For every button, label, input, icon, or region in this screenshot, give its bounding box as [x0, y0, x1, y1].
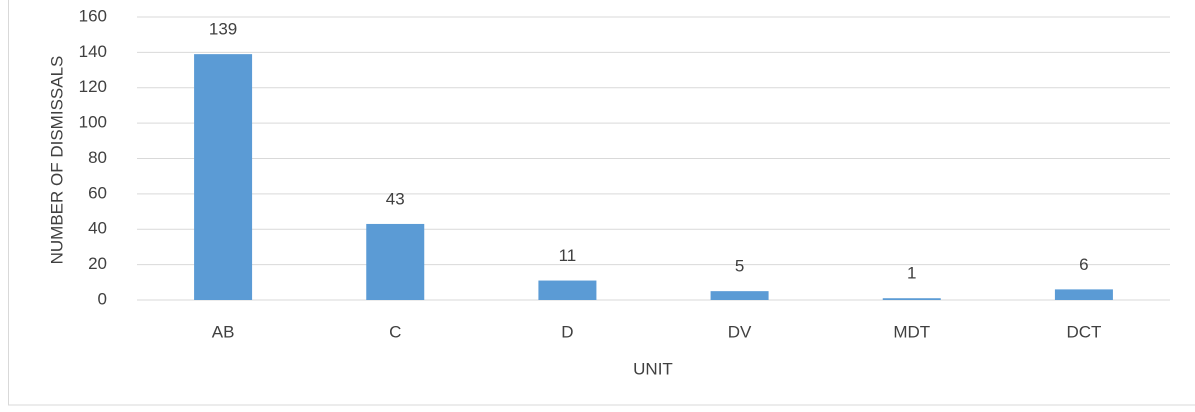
y-tick-label: 0: [98, 289, 107, 308]
bar: [194, 54, 253, 300]
bar: [538, 280, 597, 300]
y-tick-label: 160: [79, 6, 107, 25]
y-tick-label: 80: [88, 148, 107, 167]
x-tick-label: C: [389, 322, 401, 341]
y-tick-label: 40: [88, 219, 107, 238]
y-tick-label: 140: [79, 42, 107, 61]
y-tick-label: 60: [88, 183, 107, 202]
bar: [882, 298, 941, 300]
data-label: 139: [209, 20, 237, 39]
chart-frame: [8, 0, 1195, 406]
x-tick-label: DCT: [1066, 322, 1101, 341]
data-label: 43: [386, 189, 405, 208]
bar: [366, 223, 425, 300]
x-axis-label: UNIT: [633, 359, 673, 378]
data-label: 11: [559, 246, 577, 265]
y-tick-label: 120: [79, 77, 107, 96]
bar: [1054, 289, 1113, 300]
x-tick-label: D: [561, 322, 573, 341]
x-tick-label: DV: [728, 322, 752, 341]
data-label: 6: [1079, 255, 1088, 274]
y-tick-label: 100: [79, 113, 107, 132]
data-label: 1: [907, 264, 916, 283]
y-axis-label: NUMBER OF DISMISSALS: [47, 56, 66, 265]
x-tick-label: AB: [212, 322, 235, 341]
y-tick-label: 20: [88, 254, 107, 273]
data-label: 5: [735, 257, 744, 276]
x-tick-label: MDT: [893, 322, 930, 341]
bar: [710, 291, 769, 300]
